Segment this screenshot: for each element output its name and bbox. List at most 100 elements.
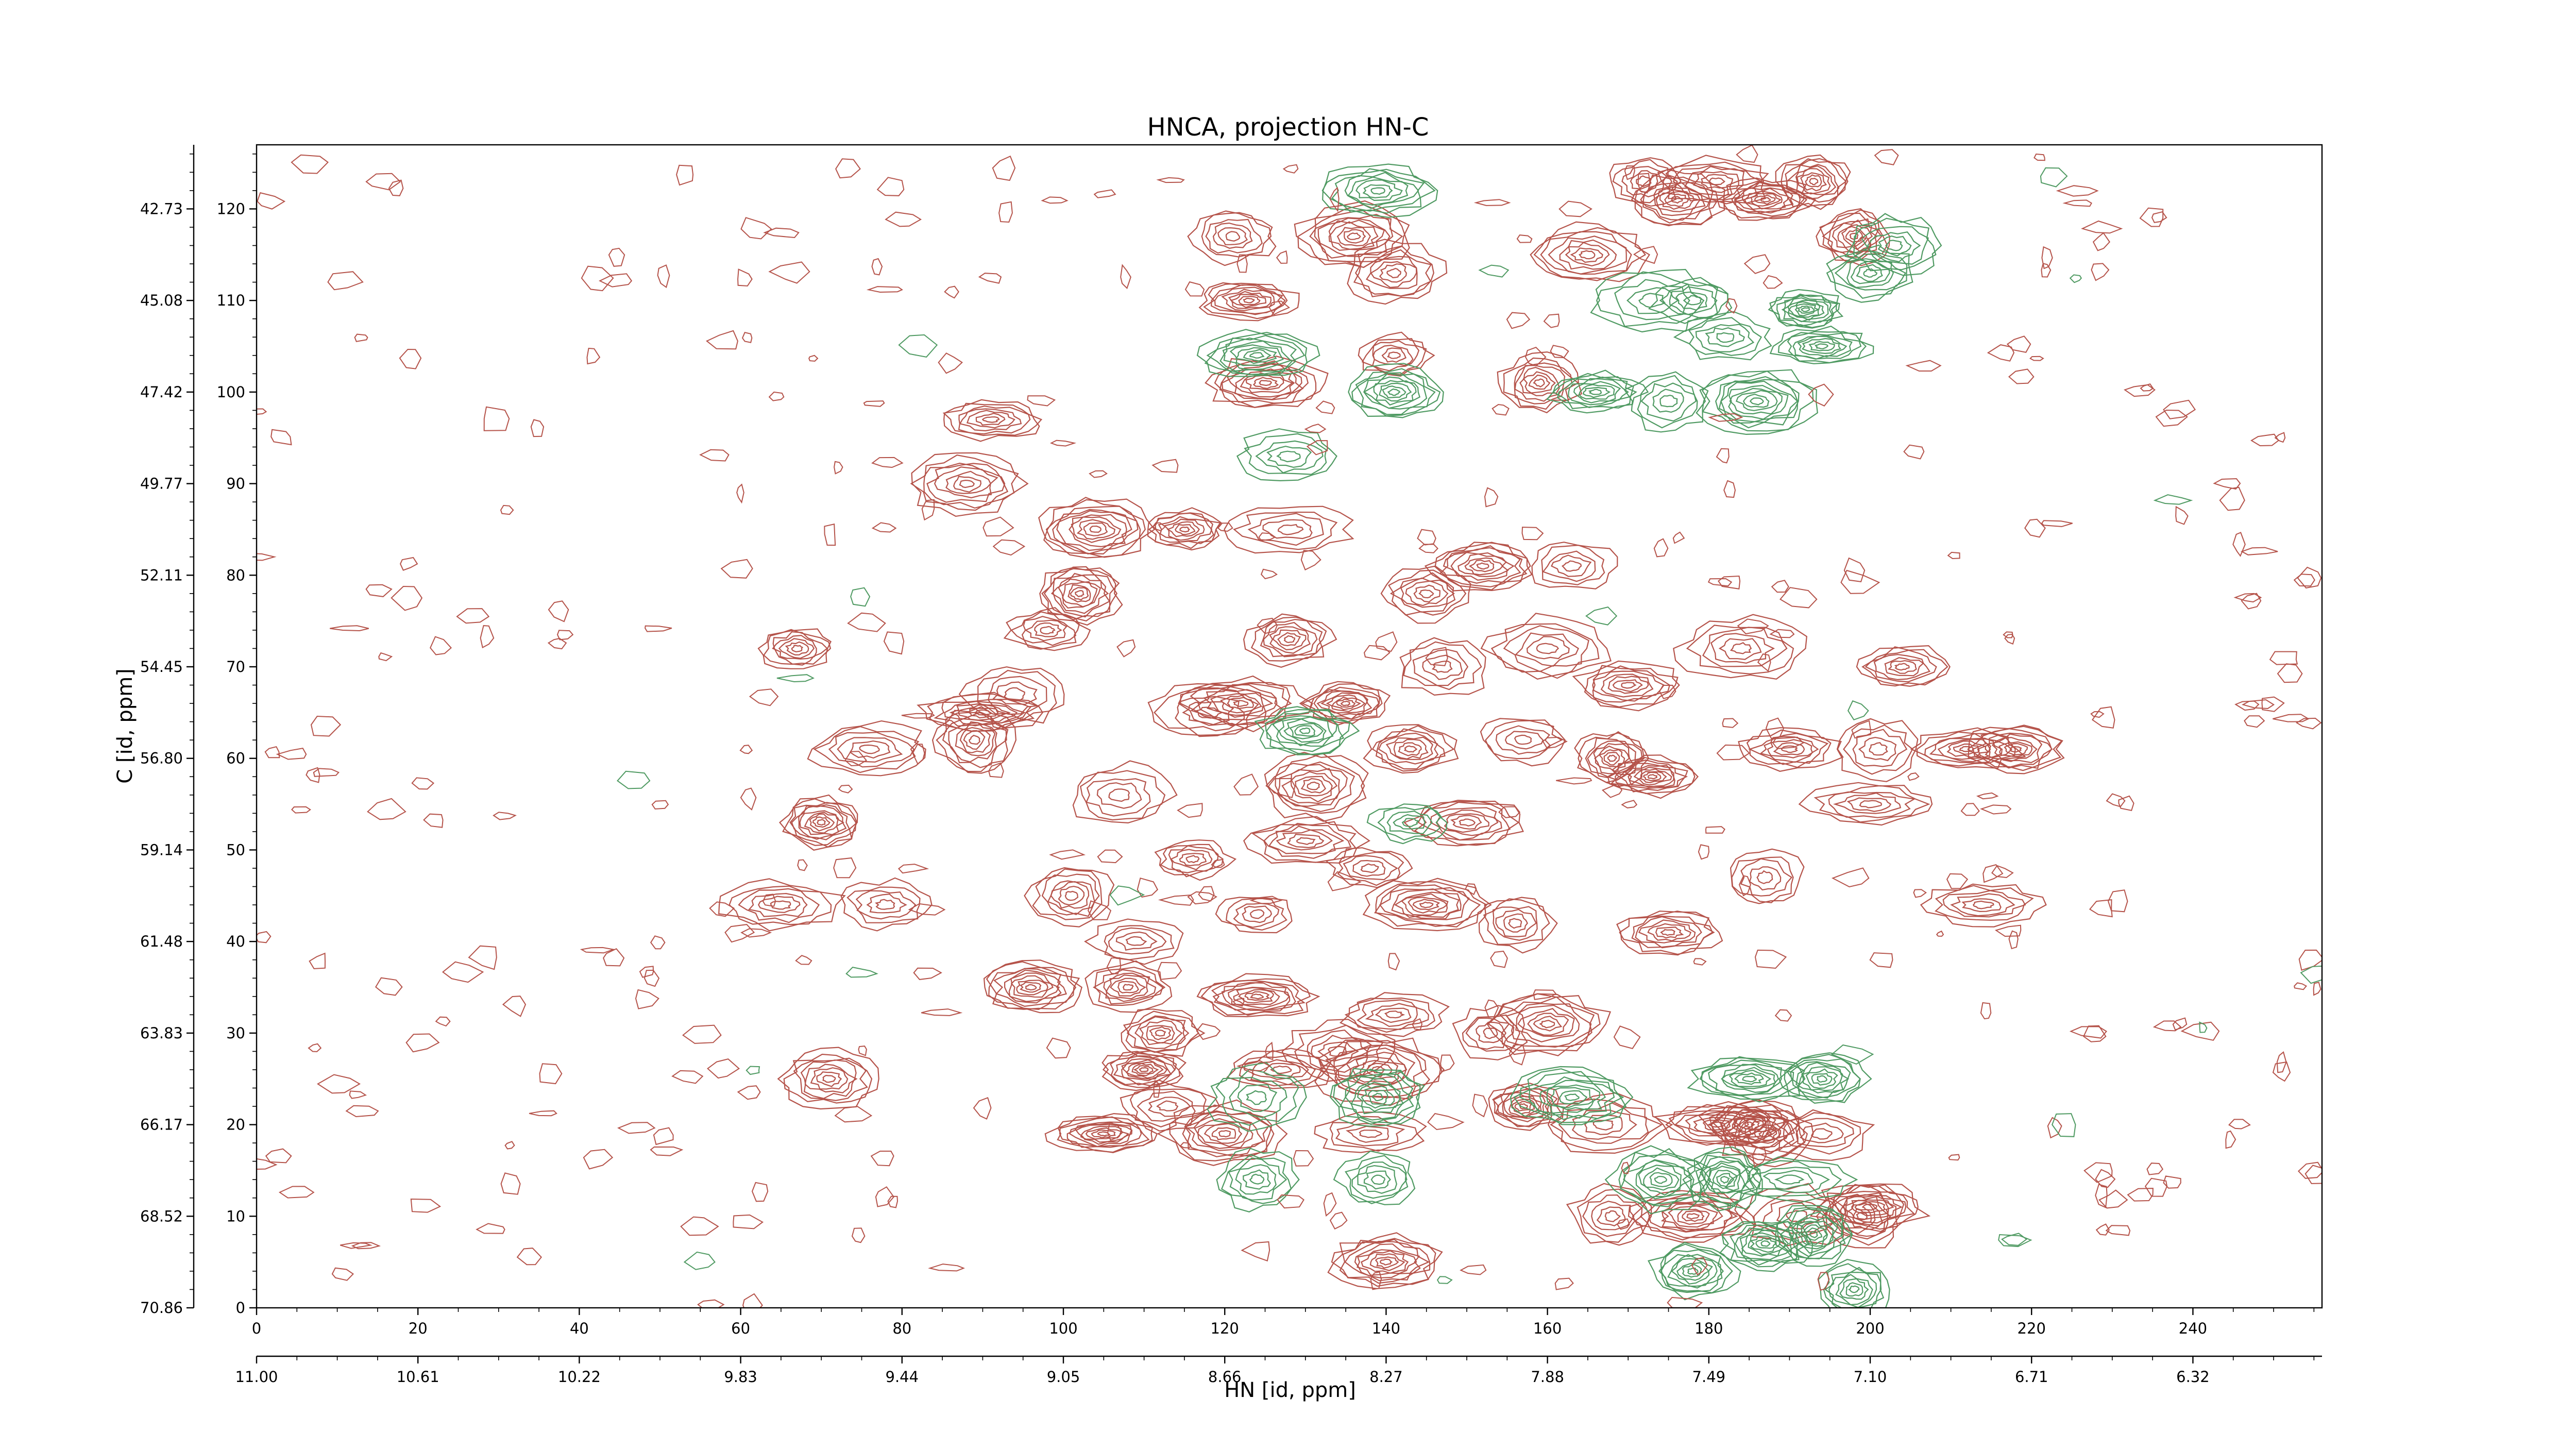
- positive-peak-level: [1977, 732, 2053, 768]
- positive-peak: [1478, 897, 1558, 954]
- noise-contour: [1049, 849, 1086, 860]
- positive-peak-level: [1765, 1109, 1875, 1161]
- noise-contour: [797, 859, 808, 871]
- negative-peak: [1673, 311, 1772, 361]
- noise-contour: [740, 787, 757, 811]
- noise-contour: [2095, 1223, 2110, 1236]
- positive-peak-level: [1122, 984, 1134, 991]
- positive-peak-level: [1468, 559, 1495, 572]
- negative-peak-level: [1839, 1278, 1869, 1300]
- noise-contour: [2300, 965, 2322, 984]
- negative-peak-level: [1355, 179, 1403, 201]
- negative-peak-level: [1790, 1061, 1851, 1099]
- negative-peak-level: [1372, 1092, 1384, 1102]
- negative-peak-level: [1688, 317, 1762, 356]
- negative-peak-level: [1797, 335, 1848, 358]
- negative-peak-level: [1216, 1147, 1300, 1212]
- positive-peak-level: [1180, 682, 1291, 727]
- noise-contour: [998, 201, 1013, 223]
- y-index-tick-label: 20: [226, 1116, 245, 1134]
- positive-peak-level: [810, 1067, 849, 1090]
- noise-contour: [736, 483, 744, 504]
- positive-peak-level: [1092, 969, 1163, 1005]
- noise-contour: [1831, 1044, 1874, 1065]
- y-ppm-tick-label: 63.83: [140, 1024, 183, 1042]
- positive-peak-level: [1503, 357, 1580, 410]
- negative-peak-level: [1243, 1169, 1271, 1190]
- positive-peak: [1243, 613, 1337, 668]
- negative-peak-level: [1528, 1076, 1615, 1119]
- noise-contour: [737, 268, 753, 287]
- positive-peak-level: [1748, 733, 1829, 765]
- noise-contour: [676, 164, 694, 186]
- noise-contour: [2261, 696, 2285, 712]
- noise-contour: [639, 966, 654, 978]
- positive-peak: [1039, 566, 1123, 626]
- positive-peak-level: [1361, 338, 1427, 376]
- positive-peak-level: [1238, 989, 1275, 1004]
- negative-peak-level: [1787, 332, 1862, 360]
- negative-peak-level: [1794, 303, 1820, 316]
- negative-peak-level: [1331, 168, 1425, 212]
- positive-peak-level: [1147, 1097, 1191, 1117]
- positive-peak-level: [816, 1071, 842, 1087]
- positive-peak-level: [1759, 736, 1819, 763]
- noise-contour: [308, 1043, 322, 1052]
- positive-peak-level: [1233, 511, 1338, 550]
- noise-contour: [599, 273, 633, 288]
- positive-peak-level: [1910, 727, 2027, 769]
- noise-contour: [1156, 177, 1185, 183]
- noise-contour: [763, 227, 800, 239]
- y-index-tick-label: 120: [217, 200, 245, 217]
- noise-contour: [257, 192, 286, 210]
- positive-peak-level: [1205, 218, 1263, 254]
- positive-peak-level: [988, 967, 1077, 1010]
- y-ppm-tick-label: 56.80: [140, 750, 183, 767]
- negative-peak-level: [1237, 1084, 1278, 1112]
- negative-peak-level: [1596, 271, 1705, 327]
- positive-peak-level: [1370, 261, 1417, 288]
- positive-peak-level: [1327, 1046, 1347, 1057]
- negative-peak-level: [1749, 397, 1764, 406]
- positive-peak: [983, 959, 1082, 1014]
- noise-contour: [1853, 237, 1871, 252]
- negative-peak-level: [1658, 1249, 1724, 1293]
- noise-contour: [1315, 400, 1335, 414]
- noise-contour: [1869, 952, 1893, 968]
- positive-peak-level: [1619, 911, 1715, 955]
- negative-peak-level: [1235, 1164, 1277, 1195]
- noise-contour: [365, 173, 401, 191]
- noise-contour: [1774, 1009, 1792, 1022]
- noise-contour: [1998, 1234, 2032, 1248]
- negative-peak: [1719, 1221, 1814, 1272]
- positive-peak-level: [1887, 660, 1917, 674]
- noise-contour: [1460, 1264, 1487, 1275]
- positive-peak-level: [1558, 1102, 1649, 1144]
- positive-peak-level: [1196, 973, 1320, 1018]
- positive-peak-level: [1244, 991, 1270, 1001]
- noise-contour: [768, 261, 810, 284]
- x-ppm-tick-label: 6.32: [2176, 1368, 2210, 1386]
- positive-peak-level: [1533, 1016, 1563, 1032]
- positive-peak: [1399, 637, 1486, 696]
- positive-peak-level: [1275, 761, 1355, 813]
- positive-peak-level: [1080, 1125, 1129, 1143]
- positive-peak-level: [958, 666, 1065, 728]
- noise-contour: [1484, 999, 1499, 1018]
- positive-peak-level: [1540, 231, 1632, 275]
- negative-peak: [1333, 1150, 1416, 1205]
- noise-contour: [921, 1008, 963, 1016]
- noise-contour: [580, 947, 616, 954]
- positive-peak-level: [1972, 900, 1994, 909]
- noise-contour: [682, 1024, 722, 1044]
- positive-peak-level: [1859, 800, 1883, 808]
- noise-contour: [740, 928, 772, 938]
- positive-peak-level: [1643, 771, 1662, 782]
- positive-peak-level: [1642, 175, 1719, 224]
- negative-peak-level: [1775, 1205, 1853, 1267]
- positive-peak-level: [1117, 981, 1139, 993]
- positive-peak-level: [1846, 1203, 1876, 1230]
- positive-peak-level: [1268, 825, 1345, 854]
- positive-peak-level: [1182, 701, 1234, 726]
- positive-peak-level: [1387, 351, 1401, 359]
